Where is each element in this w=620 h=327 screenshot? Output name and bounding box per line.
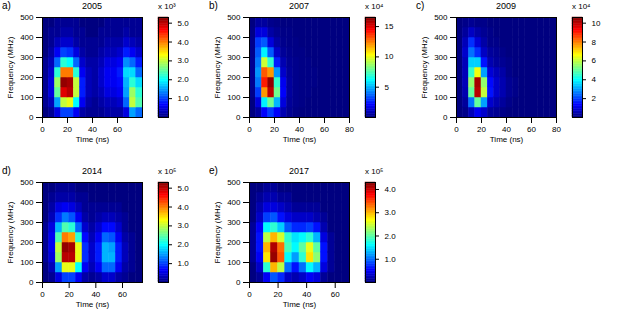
svg-text:40: 40 <box>502 125 511 134</box>
svg-text:100: 100 <box>227 93 241 102</box>
svg-text:10: 10 <box>385 52 394 61</box>
svg-text:20: 20 <box>477 125 486 134</box>
svg-text:500: 500 <box>20 13 34 22</box>
svg-text:6: 6 <box>592 56 597 65</box>
svg-text:500: 500 <box>20 178 34 187</box>
html-text:x 10⁴: x 10⁴ <box>365 2 384 11</box>
svg-text:2.0: 2.0 <box>178 240 190 249</box>
svg-text:0: 0 <box>40 290 45 299</box>
svg-text:400: 400 <box>20 33 34 42</box>
html-text:x 10³: x 10³ <box>158 2 176 11</box>
svg-text:300: 300 <box>20 53 34 62</box>
svg-text:200: 200 <box>20 238 34 247</box>
svg-text:60: 60 <box>118 290 127 299</box>
svg-text:1.0: 1.0 <box>178 259 190 268</box>
svg-text:10: 10 <box>592 19 601 28</box>
svg-text:20: 20 <box>65 290 74 299</box>
svg-text:8: 8 <box>592 38 597 47</box>
svg-text:4: 4 <box>592 75 597 84</box>
svg-text:Time (ns): Time (ns) <box>283 300 317 309</box>
svg-text:500: 500 <box>227 178 241 187</box>
svg-text:40: 40 <box>295 125 304 134</box>
svg-text:60: 60 <box>113 125 122 134</box>
svg-text:80: 80 <box>552 125 561 134</box>
html-text:2014: 2014 <box>82 166 102 176</box>
html-text:2007: 2007 <box>289 1 309 11</box>
svg-text:40: 40 <box>88 125 97 134</box>
html-text:2005: 2005 <box>82 1 102 11</box>
svg-text:300: 300 <box>227 218 241 227</box>
svg-text:500: 500 <box>434 13 448 22</box>
svg-text:40: 40 <box>302 290 311 299</box>
svg-text:3.0: 3.0 <box>178 56 190 65</box>
svg-text:Frequency (MHz): Frequency (MHz) <box>6 36 15 98</box>
svg-text:Frequency (MHz): Frequency (MHz) <box>6 201 15 263</box>
svg-text:80: 80 <box>345 125 354 134</box>
svg-text:400: 400 <box>227 198 241 207</box>
svg-text:Time (ns): Time (ns) <box>283 135 317 144</box>
html-text:x 10⁵: x 10⁵ <box>365 167 384 176</box>
svg-text:20: 20 <box>270 125 279 134</box>
svg-text:Time (ns): Time (ns) <box>76 135 110 144</box>
svg-text:Time (ns): Time (ns) <box>490 135 524 144</box>
svg-text:Frequency (MHz): Frequency (MHz) <box>213 201 222 263</box>
svg-text:3.0: 3.0 <box>178 221 190 230</box>
svg-text:2.0: 2.0 <box>385 232 397 241</box>
svg-text:2: 2 <box>592 94 597 103</box>
svg-text:400: 400 <box>20 198 34 207</box>
svg-text:1.0: 1.0 <box>385 255 397 264</box>
svg-text:300: 300 <box>20 218 34 227</box>
svg-text:0: 0 <box>236 113 241 122</box>
svg-text:0: 0 <box>29 278 34 287</box>
svg-text:200: 200 <box>227 73 241 82</box>
html-text:2009: 2009 <box>496 1 516 11</box>
svg-text:0: 0 <box>40 125 45 134</box>
svg-text:0: 0 <box>236 278 241 287</box>
svg-text:100: 100 <box>227 258 241 267</box>
svg-text:0: 0 <box>247 125 252 134</box>
svg-text:200: 200 <box>434 73 448 82</box>
html-text:b): b) <box>209 0 218 11</box>
html-text:x 10⁵: x 10⁵ <box>158 167 177 176</box>
svg-text:0: 0 <box>443 113 448 122</box>
html-text:c): c) <box>416 0 425 11</box>
svg-text:300: 300 <box>434 53 448 62</box>
svg-text:5.0: 5.0 <box>178 184 190 193</box>
svg-text:Time (ns): Time (ns) <box>76 300 110 309</box>
svg-text:4.0: 4.0 <box>178 38 190 47</box>
svg-text:60: 60 <box>527 125 536 134</box>
svg-text:5.0: 5.0 <box>178 19 190 28</box>
svg-text:60: 60 <box>320 125 329 134</box>
svg-text:300: 300 <box>227 53 241 62</box>
svg-text:40: 40 <box>91 290 100 299</box>
svg-text:4.0: 4.0 <box>178 203 190 212</box>
svg-text:200: 200 <box>20 73 34 82</box>
svg-text:0: 0 <box>29 113 34 122</box>
html-text:d): d) <box>2 165 11 176</box>
svg-text:100: 100 <box>20 93 34 102</box>
svg-text:400: 400 <box>434 33 448 42</box>
svg-text:0: 0 <box>247 290 252 299</box>
svg-text:Frequency (MHz): Frequency (MHz) <box>213 36 222 98</box>
svg-text:60: 60 <box>331 290 340 299</box>
svg-text:100: 100 <box>434 93 448 102</box>
svg-text:3.0: 3.0 <box>385 208 397 217</box>
html-text:2017: 2017 <box>289 166 309 176</box>
svg-text:200: 200 <box>227 238 241 247</box>
svg-text:0: 0 <box>454 125 459 134</box>
svg-text:Frequency (MHz): Frequency (MHz) <box>420 36 429 98</box>
svg-text:4.0: 4.0 <box>385 185 397 194</box>
html-text:a): a) <box>2 0 11 11</box>
svg-text:2.0: 2.0 <box>178 75 190 84</box>
svg-text:400: 400 <box>227 33 241 42</box>
svg-text:15: 15 <box>385 22 394 31</box>
svg-text:20: 20 <box>63 125 72 134</box>
svg-text:500: 500 <box>227 13 241 22</box>
svg-text:1.0: 1.0 <box>178 94 190 103</box>
html-text:e): e) <box>209 165 218 176</box>
svg-text:20: 20 <box>274 290 283 299</box>
svg-text:5: 5 <box>385 83 390 92</box>
html-text:x 10⁴: x 10⁴ <box>572 2 591 11</box>
svg-text:100: 100 <box>20 258 34 267</box>
